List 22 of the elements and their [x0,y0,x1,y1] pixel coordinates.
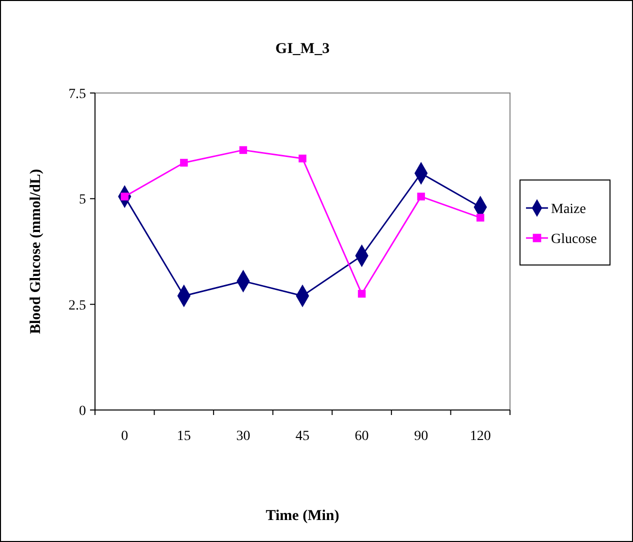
x-tick-label: 90 [414,429,428,444]
x-tick-label: 30 [236,429,250,444]
x-tick-label: 45 [296,429,310,444]
y-tick-label: 0 [79,404,86,419]
x-tick-label: 0 [121,429,128,444]
point [358,290,366,298]
legend-label: Glucose [551,232,597,247]
point [298,154,306,162]
y-tick-label: 2.5 [68,298,86,314]
point [180,158,188,167]
legend-label: Maize [551,202,586,217]
x-tick-label: 60 [354,429,369,444]
point [417,192,425,200]
y-axis-title: Blood Glucose (mmol/dL) [28,168,44,334]
point [239,146,248,154]
chart-title: GI_M_3 [275,41,330,57]
x-tick-label: 120 [470,429,491,444]
x-axis-title: Time (Min) [266,508,340,524]
y-tick-label: 5 [79,192,86,208]
x-tick-label: 15 [176,429,191,444]
point [476,214,484,222]
y-tick-label: 7.5 [68,87,86,102]
